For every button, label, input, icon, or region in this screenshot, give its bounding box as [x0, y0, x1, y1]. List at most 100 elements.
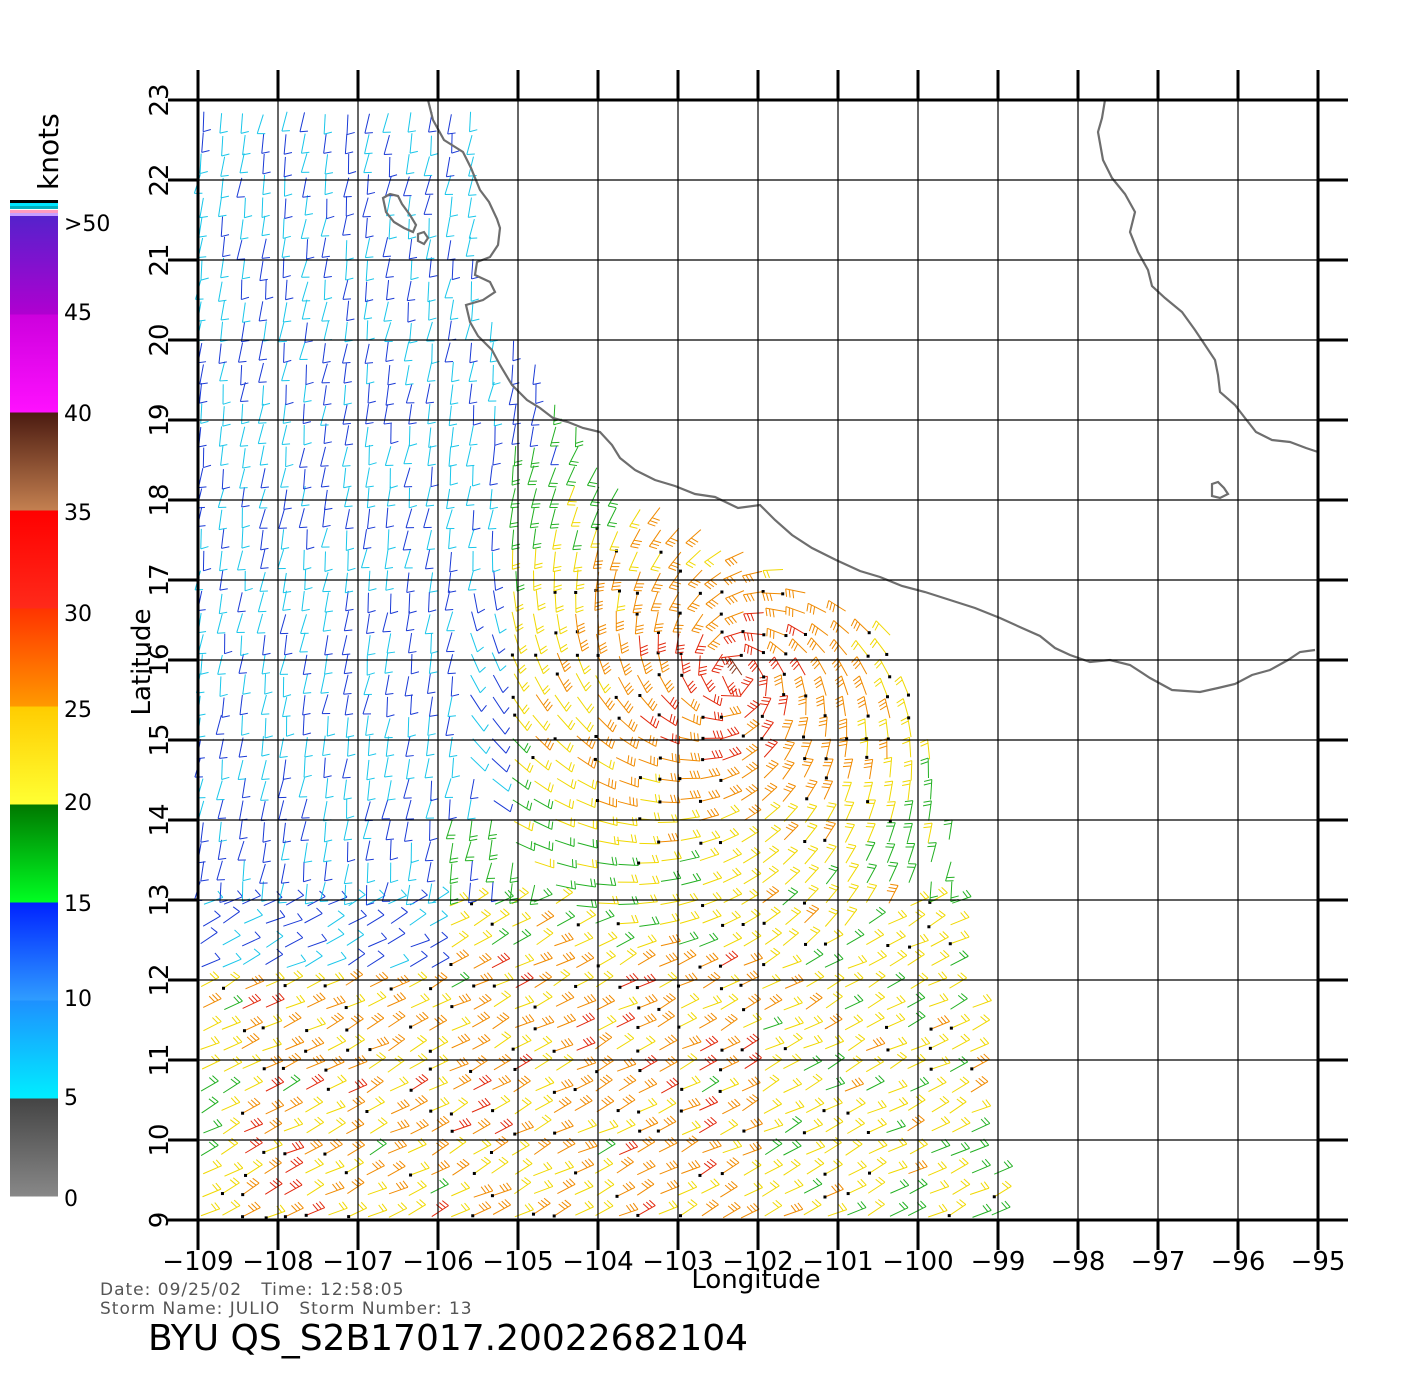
- wind-barb-shaft: [364, 281, 368, 302]
- wind-barb-feather: [512, 543, 521, 547]
- wind-barb-feather: [724, 1184, 732, 1191]
- wind-barb-feather: [501, 992, 509, 999]
- wind-barb-feather: [715, 909, 722, 917]
- wind-barb-feather: [365, 444, 374, 448]
- wind-barb-feather: [920, 757, 929, 762]
- wind-barb-feather: [366, 902, 375, 906]
- wind-barb-feather: [765, 608, 768, 617]
- wind-barb-shaft: [576, 799, 596, 809]
- wind-barb-shaft: [307, 939, 327, 948]
- wind-barb-feather: [693, 732, 696, 741]
- wind-barb-feather: [712, 640, 721, 646]
- wind-barb-shaft: [887, 935, 906, 946]
- wind-barb-feather: [461, 930, 469, 937]
- wind-barb-shaft: [704, 572, 722, 585]
- rain-flag: [658, 756, 662, 760]
- wind-barb-feather: [390, 440, 399, 445]
- wind-barb-feather: [650, 894, 655, 903]
- wind-barb-shaft: [637, 979, 657, 989]
- wind-barb-feather: [420, 1035, 427, 1041]
- wind-barb-shaft: [721, 980, 740, 990]
- wind-barb-feather: [443, 951, 450, 959]
- wind-barb-feather: [364, 317, 373, 320]
- wind-barb-feather: [773, 674, 782, 679]
- wind-barb-shaft: [239, 426, 246, 447]
- rain-flag: [429, 1109, 433, 1113]
- mexico-coastline-west: [426, 99, 1316, 694]
- wind-barb-shaft: [530, 488, 537, 508]
- wind-barb-feather: [528, 1203, 534, 1210]
- wind-barb-feather: [355, 1097, 363, 1104]
- lon-tick-label: −96: [1211, 1247, 1266, 1277]
- wind-barb-feather: [221, 776, 230, 780]
- wind-barb-shaft: [549, 488, 557, 508]
- wind-barb-feather: [512, 563, 521, 567]
- wind-barb-feather: [749, 827, 756, 834]
- wind-barb-shaft: [260, 548, 266, 569]
- wind-barb-feather: [591, 741, 596, 749]
- wind-barb-shaft: [866, 737, 869, 758]
- wind-barb-feather: [643, 680, 650, 687]
- wind-barb-feather: [400, 906, 408, 913]
- wind-barb-feather: [451, 444, 460, 448]
- wind-barb-feather: [937, 1017, 944, 1025]
- wind-barb-shaft: [365, 404, 370, 424]
- wind-barb-shaft: [575, 1164, 594, 1174]
- wind-barb-shaft: [428, 427, 432, 448]
- wind-barb-feather: [855, 1035, 863, 1042]
- wind-barb-feather: [320, 691, 329, 694]
- wind-barb-feather: [340, 1074, 347, 1081]
- wind-barb-shaft: [639, 695, 654, 712]
- wind-barb-shaft: [741, 831, 759, 843]
- wind-barb-feather: [593, 760, 597, 769]
- wind-barb-feather: [487, 972, 493, 980]
- wind-barb-shaft: [367, 383, 370, 404]
- wind-barb-feather: [295, 1012, 302, 1019]
- rain-flag: [719, 612, 723, 616]
- wind-barb-shaft: [554, 1085, 574, 1093]
- wind-barb-feather: [694, 849, 700, 858]
- wind-barb-feather: [460, 1034, 468, 1042]
- wind-barb-shaft: [343, 177, 350, 198]
- wind-barb-shaft: [930, 1062, 951, 1070]
- wind-barb-feather: [751, 1161, 759, 1168]
- wind-barb-shaft: [742, 1098, 760, 1112]
- wind-barb-feather: [888, 865, 897, 867]
- wind-barb-feather: [733, 1140, 739, 1148]
- wind-barb-feather: [303, 672, 312, 676]
- wind-barb-feather: [776, 1158, 783, 1166]
- wind-barb-feather: [685, 542, 693, 548]
- wind-barb-feather: [756, 1141, 762, 1149]
- wind-barb-shaft: [410, 1167, 430, 1176]
- wind-barb-feather: [635, 817, 638, 826]
- rain-flag: [513, 713, 517, 717]
- wind-barb-shaft: [466, 134, 473, 155]
- wind-barb-shaft: [574, 1100, 593, 1111]
- wind-barb-shaft: [782, 785, 796, 802]
- wind-barb-shaft: [345, 530, 348, 551]
- rain-flag: [741, 630, 745, 634]
- wind-barb-feather: [854, 662, 861, 670]
- wind-barb-feather: [958, 1159, 966, 1166]
- wind-barb-feather: [376, 1140, 384, 1147]
- wind-barb-shaft: [596, 1060, 614, 1073]
- wind-barb-shaft: [534, 548, 537, 569]
- wind-barb-feather: [545, 1035, 553, 1042]
- wind-barb-feather: [734, 1098, 741, 1106]
- wind-barb-feather: [609, 721, 615, 730]
- wind-barb-feather: [814, 1199, 822, 1206]
- wind-barb-shaft: [492, 1017, 510, 1030]
- wind-barb-feather: [641, 1182, 649, 1189]
- wind-barb-feather: [650, 1013, 657, 1021]
- wind-barb-feather: [767, 741, 776, 746]
- wind-barb-shaft: [257, 592, 265, 612]
- wind-barb-feather: [580, 643, 589, 649]
- wind-barb-feather: [580, 639, 588, 645]
- wind-barb-feather: [386, 714, 395, 718]
- wind-barb-feather: [303, 421, 311, 425]
- wind-barb-feather: [651, 542, 660, 547]
- wind-barb-feather: [857, 721, 866, 726]
- wind-barb-shaft: [804, 825, 818, 842]
- wind-barb-shaft: [865, 842, 876, 861]
- rain-flag: [802, 901, 806, 905]
